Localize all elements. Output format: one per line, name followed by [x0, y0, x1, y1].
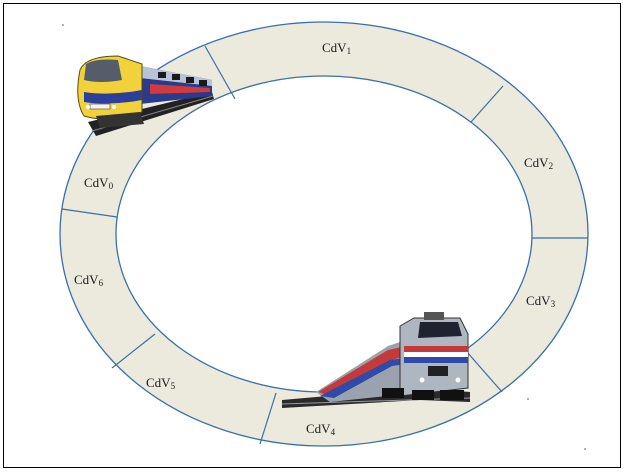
- locomotive-icon: [281, 312, 471, 408]
- divider-6-0: [61, 208, 118, 218]
- diagram-frame: [3, 3, 621, 468]
- high-speed-train-icon: [77, 55, 214, 136]
- section-dividers: [61, 45, 588, 445]
- stray-dot: [527, 398, 529, 400]
- stray-dot: [62, 24, 64, 26]
- section-label-cdv4: CdV4: [306, 421, 336, 437]
- divider-1-2: [470, 85, 504, 123]
- track-ring: [59, 21, 589, 447]
- section-label-cdv3: CdV3: [526, 293, 556, 309]
- divider-4-5: [259, 392, 277, 445]
- divider-5-6: [111, 333, 156, 369]
- stray-dot: [584, 448, 586, 450]
- section-label-cdv5: CdV5: [146, 375, 176, 391]
- divider-3-4: [466, 351, 503, 393]
- section-label-cdv6: CdV6: [74, 272, 104, 288]
- section-label-cdv0: CdV0: [84, 175, 114, 191]
- section-label-cdv1: CdV1: [322, 40, 351, 56]
- section-labels: CdV1 CdV2 CdV3 CdV4 CdV5 CdV6 CdV0: [74, 40, 556, 437]
- section-label-cdv2: CdV2: [524, 155, 553, 171]
- divider-0-1: [204, 45, 236, 100]
